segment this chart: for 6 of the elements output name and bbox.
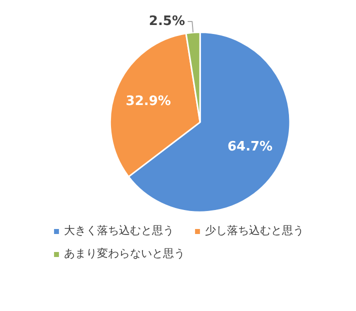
data-label: 64.7% bbox=[227, 139, 273, 154]
data-label: 32.9% bbox=[126, 94, 171, 109]
legend-label: あまり変わらないと思う bbox=[64, 246, 185, 261]
legend-label: 大きく落ち込むと思う bbox=[64, 223, 174, 238]
legend-label: 少し落ち込むと思う bbox=[205, 223, 304, 238]
data-label: 2.5% bbox=[148, 14, 185, 30]
